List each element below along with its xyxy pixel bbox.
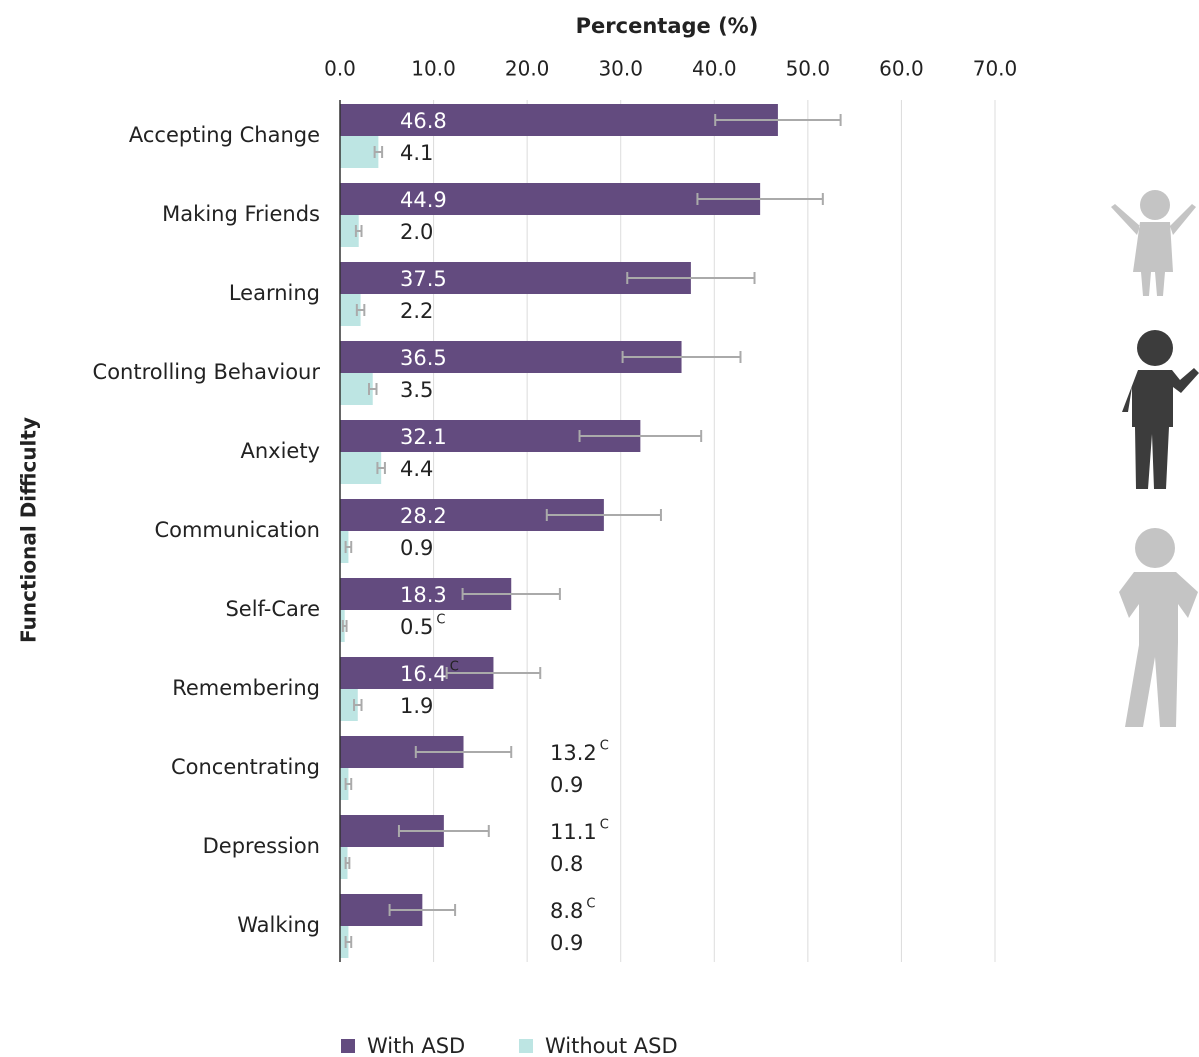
error-bar bbox=[388, 904, 457, 916]
error-bar bbox=[545, 509, 662, 521]
bar bbox=[340, 926, 349, 958]
bar bbox=[340, 294, 361, 326]
value-label: 37.5 bbox=[400, 267, 447, 291]
value-label: 16.4 bbox=[400, 662, 447, 686]
error-bar bbox=[344, 857, 351, 869]
legend-swatch bbox=[341, 1039, 355, 1053]
x-tick-label: 40.0 bbox=[692, 57, 737, 81]
category-label: Anxiety bbox=[240, 439, 320, 463]
error-bar bbox=[376, 462, 386, 474]
error-bar bbox=[714, 114, 842, 126]
legend: With ASD Without ASD bbox=[341, 1034, 678, 1057]
legend-label: With ASD bbox=[367, 1034, 465, 1057]
bar bbox=[340, 452, 382, 484]
bar bbox=[340, 847, 348, 879]
value-label: 32.1 bbox=[400, 425, 447, 449]
x-tick-label: 70.0 bbox=[973, 57, 1018, 81]
value-label: 0.9 bbox=[550, 773, 583, 797]
error-bar bbox=[344, 778, 353, 790]
x-axis-title: Percentage (%) bbox=[576, 14, 759, 38]
error-bar bbox=[696, 193, 824, 205]
bar bbox=[340, 768, 349, 800]
value-label: 18.3 bbox=[400, 583, 447, 607]
illustration bbox=[1122, 330, 1199, 489]
value-label: 2.2 bbox=[400, 299, 433, 323]
category-label: Depression bbox=[203, 834, 320, 858]
bar bbox=[340, 531, 349, 563]
error-bar bbox=[354, 225, 363, 237]
error-bar bbox=[414, 746, 513, 758]
y-axis-title: Functional Difficulty bbox=[17, 417, 41, 643]
error-bar bbox=[461, 588, 561, 600]
bar bbox=[340, 215, 359, 247]
category-label: Communication bbox=[154, 518, 320, 542]
error-bar bbox=[344, 936, 353, 948]
error-bar bbox=[344, 541, 353, 553]
error-bar bbox=[578, 430, 703, 442]
footnote-marker: C bbox=[436, 613, 445, 628]
illustration bbox=[1119, 528, 1198, 727]
bar bbox=[340, 183, 761, 215]
value-label: 44.9 bbox=[400, 188, 447, 212]
category-label: Making Friends bbox=[162, 202, 320, 226]
value-label: 0.8 bbox=[550, 852, 583, 876]
value-label: 3.5 bbox=[400, 378, 433, 402]
category-label: Walking bbox=[237, 913, 320, 937]
error-bar bbox=[397, 825, 490, 837]
footnote-marker: C bbox=[600, 818, 609, 833]
value-label: 0.9 bbox=[400, 536, 433, 560]
legend-swatch bbox=[519, 1039, 533, 1053]
legend-label: Without ASD bbox=[545, 1034, 678, 1057]
category-label: Self-Care bbox=[225, 597, 320, 621]
error-bar bbox=[368, 383, 378, 395]
category-label: Learning bbox=[229, 281, 320, 305]
error-bar bbox=[621, 351, 742, 363]
error-bar bbox=[353, 699, 363, 711]
category-label: Controlling Behaviour bbox=[93, 360, 321, 384]
x-tick-label: 30.0 bbox=[598, 57, 643, 81]
x-tick-label: 60.0 bbox=[879, 57, 924, 81]
bar bbox=[340, 136, 379, 168]
category-label: Remembering bbox=[172, 676, 320, 700]
x-tick-label: 0.0 bbox=[324, 57, 356, 81]
footnote-marker: C bbox=[586, 897, 595, 912]
value-label: 4.4 bbox=[400, 457, 433, 481]
value-label: 28.2 bbox=[400, 504, 447, 528]
error-bar bbox=[373, 146, 384, 158]
value-label: 11.1 bbox=[550, 820, 597, 844]
bar bbox=[340, 104, 778, 136]
footnote-marker: C bbox=[450, 660, 459, 675]
illustration bbox=[1111, 190, 1196, 296]
error-bar bbox=[355, 304, 366, 316]
error-bar bbox=[626, 272, 756, 284]
value-label: 36.5 bbox=[400, 346, 447, 370]
value-label: 8.8 bbox=[550, 899, 583, 923]
bar bbox=[340, 689, 358, 721]
value-label: 2.0 bbox=[400, 220, 433, 244]
category-label: Accepting Change bbox=[129, 123, 320, 147]
error-bar bbox=[445, 667, 542, 679]
value-label: 0.5 bbox=[400, 615, 433, 639]
x-tick-label: 50.0 bbox=[786, 57, 831, 81]
x-tick-label: 10.0 bbox=[411, 57, 456, 81]
bar bbox=[340, 373, 373, 405]
value-label: 13.2 bbox=[550, 741, 597, 765]
error-bar bbox=[341, 620, 348, 632]
value-label: 4.1 bbox=[400, 141, 433, 165]
value-label: 0.9 bbox=[550, 931, 583, 955]
x-tick-label: 20.0 bbox=[505, 57, 550, 81]
value-label: 1.9 bbox=[400, 694, 433, 718]
category-label: Concentrating bbox=[171, 755, 320, 779]
value-label: 46.8 bbox=[400, 109, 447, 133]
footnote-marker: C bbox=[600, 739, 609, 754]
